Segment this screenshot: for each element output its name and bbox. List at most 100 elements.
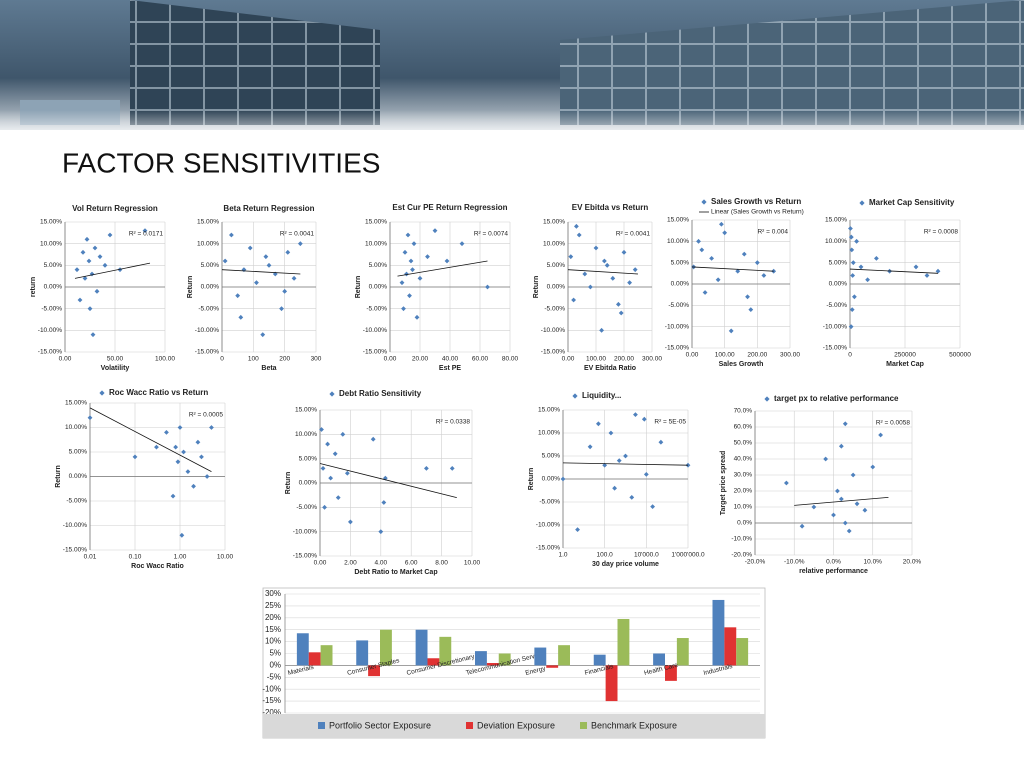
bar (427, 658, 440, 666)
y-tick-label: 0.00% (542, 476, 561, 483)
point (593, 245, 599, 251)
point (735, 268, 741, 274)
point (209, 425, 214, 430)
y-tick-label: 5.00% (44, 262, 63, 269)
y-axis-label: Return (55, 465, 62, 488)
y-tick-label: 5.00% (201, 262, 220, 269)
x-tick-label: 10'000.0 (634, 552, 659, 559)
point (599, 327, 604, 333)
point (846, 528, 852, 534)
point (612, 485, 618, 491)
trend-line (89, 407, 212, 472)
point (181, 449, 186, 455)
x-tick-label: Energy (525, 665, 547, 677)
point (702, 290, 708, 295)
x-axis-label: EV Ebitda Ratio (584, 365, 636, 372)
point (633, 412, 638, 417)
x-tick-label: 10.0% (864, 559, 883, 566)
x-tick-label: 8.00 (435, 560, 448, 567)
point (332, 451, 338, 457)
y-tick-label: -10.00% (665, 323, 689, 330)
y-tick-label: 10.00% (40, 240, 62, 247)
bar (475, 651, 487, 666)
point (610, 275, 616, 281)
y-tick-label: 0.00% (547, 284, 566, 291)
x-tick-label: 0.00 (314, 560, 327, 567)
y-tick-label: 60.0% (734, 424, 753, 431)
legend-label: Portfolio Sector Exposure (329, 720, 431, 730)
y-tick-label: 20.0% (734, 488, 753, 495)
y-tick-label: -15.00% (63, 547, 87, 554)
point (709, 256, 714, 261)
point (102, 262, 108, 268)
point (650, 504, 656, 509)
trend-line (221, 269, 301, 275)
point (204, 474, 210, 479)
point (799, 523, 805, 529)
point (177, 425, 183, 430)
x-axis-label: Market Cap (886, 361, 924, 368)
point (831, 512, 836, 518)
chart-title: Vol Return Regression (72, 204, 158, 213)
point (260, 332, 266, 338)
point (238, 314, 244, 320)
trend-line (74, 262, 151, 279)
point (849, 307, 855, 312)
y-tick-label: -10.00% (541, 327, 565, 334)
r-squared: R² = 0.0008 (924, 229, 959, 236)
y-tick-label: 15.00% (825, 217, 847, 224)
bar (439, 636, 452, 666)
legend-label: Benchmark Exposure (591, 720, 677, 730)
point (381, 500, 387, 505)
x-tick-label: 200 (279, 356, 290, 363)
legend-marker (701, 199, 707, 205)
y-tick-label: 15.00% (40, 219, 62, 226)
point (616, 301, 621, 307)
y-axis-label: Return (355, 276, 362, 299)
point (595, 421, 601, 427)
point (858, 264, 864, 270)
y-tick-label: 0.00% (44, 284, 63, 291)
r-squared: R² = 0.0005 (189, 412, 224, 419)
x-axis-label: Sales Growth (719, 361, 764, 368)
y-tick-label: 0.00% (671, 281, 690, 288)
legend-swatch (580, 722, 587, 729)
y-tick-label: 0.00% (201, 284, 220, 291)
bar (558, 645, 570, 666)
legend-label: Sales Growth vs Return (711, 197, 801, 206)
point (325, 441, 330, 447)
y-tick-label: -5.00% (366, 305, 387, 312)
x-tick-label: 40.00 (442, 356, 459, 363)
point (850, 472, 856, 478)
y-tick-label: 10.00% (365, 240, 387, 247)
x-tick-label: 100.0 (597, 552, 614, 559)
legend-label: Roc Wacc Ratio vs Return (109, 388, 208, 397)
point (97, 254, 103, 260)
y-tick-label: 5.00% (829, 259, 848, 266)
point (164, 430, 169, 435)
y-tick-label: 10% (265, 637, 281, 646)
point (849, 247, 855, 253)
point (748, 307, 754, 312)
point (370, 436, 376, 442)
point (715, 277, 721, 283)
x-tick-label: 300.00 (642, 356, 662, 363)
point (199, 454, 204, 460)
y-tick-label: 10.00% (667, 238, 689, 245)
y-tick-label: -5.00% (544, 305, 565, 312)
point (222, 258, 228, 264)
x-axis-label: relative performance (799, 568, 868, 575)
point (282, 288, 288, 294)
y-tick-label: -15.00% (536, 545, 560, 552)
point (623, 453, 628, 459)
scatter-chart: -15.00% -10.00% -5.00% 0.00% 5.00% 10.00% 15.0… (187, 204, 322, 372)
point (408, 258, 414, 264)
y-tick-label: -10.00% (195, 327, 219, 334)
point (616, 458, 622, 463)
point (811, 504, 817, 510)
y-tick-label: -15.00% (541, 349, 565, 356)
point (576, 232, 582, 238)
r-squared: R² = 0.0338 (436, 419, 471, 426)
y-tick-label: 30% (265, 589, 281, 598)
point (582, 271, 588, 277)
